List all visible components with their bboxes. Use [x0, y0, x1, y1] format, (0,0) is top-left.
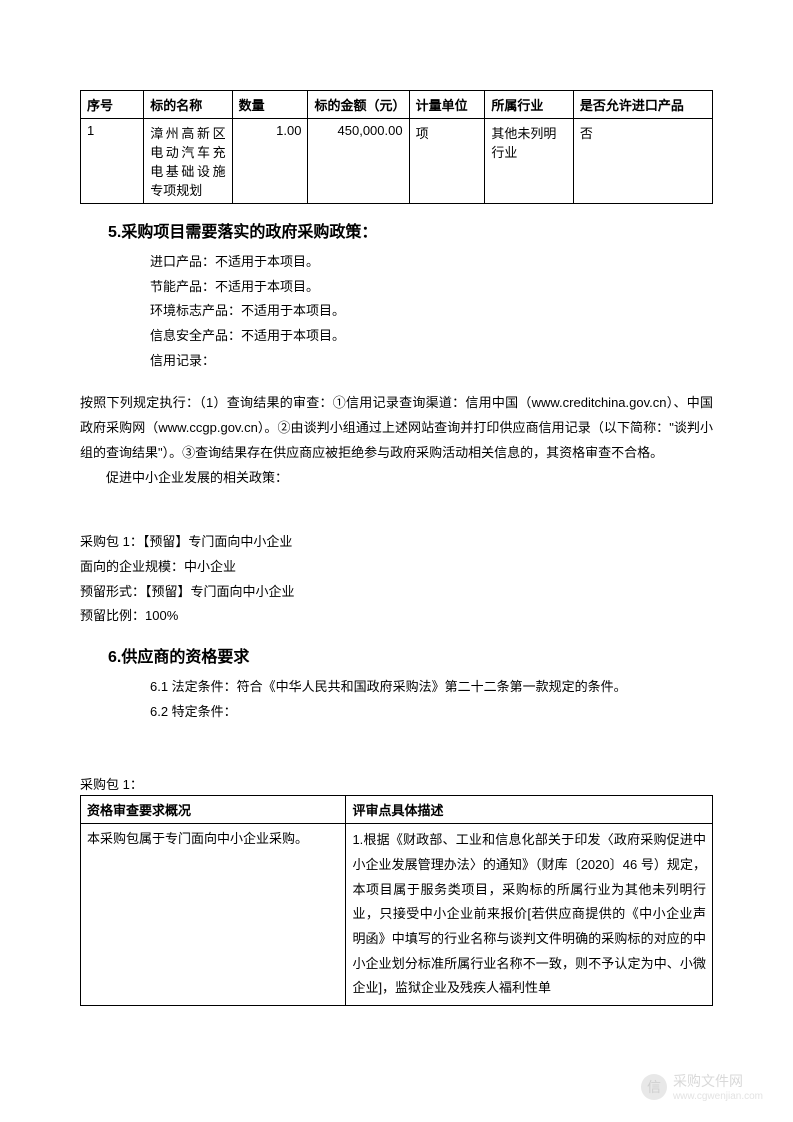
watermark-icon-text: 信 — [647, 1077, 661, 1097]
col-requirement: 资格审查要求概况 — [81, 796, 346, 824]
qual-item: 6.1 法定条件：符合《中华人民共和国政府采购法》第二十二条第一款规定的条件。 — [150, 675, 713, 700]
cell-unit: 项 — [409, 119, 485, 204]
cell-amount: 450,000.00 — [308, 119, 409, 204]
sme-line: 预留比例：100% — [80, 604, 713, 629]
cell-name: 漳州高新区电动汽车充电基础设施专项规划 — [144, 119, 232, 204]
section5-heading: 5.采购项目需要落实的政府采购政策： — [108, 218, 713, 242]
cell-requirement: 本采购包属于专门面向中小企业采购。 — [81, 824, 346, 1006]
watermark-main: 采购文件网 — [673, 1073, 743, 1089]
cell-import: 否 — [573, 119, 712, 204]
policy-item: 节能产品：不适用于本项目。 — [150, 275, 713, 300]
bid-items-table: 序号 标的名称 数量 标的金额（元） 计量单位 所属行业 是否允许进口产品 1 … — [80, 90, 713, 204]
credit-rules-text: 按照下列规定执行：（1）查询结果的审查：①信用记录查询渠道：信用中国（www.c… — [80, 391, 713, 465]
qualification-table: 资格审查要求概况 评审点具体描述 本采购包属于专门面向中小企业采购。 1.根据《… — [80, 795, 713, 1006]
watermark-text-block: 采购文件网 www.cgwenjian.com — [673, 1071, 763, 1102]
table-row: 1 漳州高新区电动汽车充电基础设施专项规划 1.00 450,000.00 项 … — [81, 119, 713, 204]
sme-line: 采购包 1：【预留】专门面向中小企业 — [80, 530, 713, 555]
sme-block: 采购包 1：【预留】专门面向中小企业 面向的企业规模：中小企业 预留形式：【预留… — [80, 530, 713, 629]
col-import: 是否允许进口产品 — [573, 91, 712, 119]
policy-item: 环境标志产品：不适用于本项目。 — [150, 299, 713, 324]
col-unit: 计量单位 — [409, 91, 485, 119]
policy-item: 信息安全产品：不适用于本项目。 — [150, 324, 713, 349]
sme-line: 预留形式：【预留】专门面向中小企业 — [80, 580, 713, 605]
policy-item: 进口产品：不适用于本项目。 — [150, 250, 713, 275]
col-seq: 序号 — [81, 91, 144, 119]
table-header-row: 资格审查要求概况 评审点具体描述 — [81, 796, 713, 824]
col-description: 评审点具体描述 — [346, 796, 713, 824]
watermark-icon: 信 — [641, 1074, 667, 1100]
section6-heading: 6.供应商的资格要求 — [108, 643, 713, 667]
policy-item: 信用记录： — [150, 349, 713, 374]
watermark-url: www.cgwenjian.com — [673, 1091, 763, 1102]
sme-line: 面向的企业规模：中小企业 — [80, 555, 713, 580]
table-row: 本采购包属于专门面向中小企业采购。 1.根据《财政部、工业和信息化部关于印发〈政… — [81, 824, 713, 1006]
cell-industry: 其他未列明行业 — [485, 119, 573, 204]
policy-list: 进口产品：不适用于本项目。 节能产品：不适用于本项目。 环境标志产品：不适用于本… — [150, 250, 713, 373]
col-name: 标的名称 — [144, 91, 232, 119]
table-header-row: 序号 标的名称 数量 标的金额（元） 计量单位 所属行业 是否允许进口产品 — [81, 91, 713, 119]
col-qty: 数量 — [232, 91, 308, 119]
sme-heading: 促进中小企业发展的相关政策： — [80, 466, 713, 491]
qualification-block: 6.1 法定条件：符合《中华人民共和国政府采购法》第二十二条第一款规定的条件。 … — [150, 675, 713, 724]
watermark: 信 采购文件网 www.cgwenjian.com — [641, 1071, 763, 1102]
cell-description: 1.根据《财政部、工业和信息化部关于印发〈政府采购促进中小企业发展管理办法〉的通… — [346, 824, 713, 1006]
package-label: 采购包 1： — [80, 774, 713, 793]
col-amount: 标的金额（元） — [308, 91, 409, 119]
col-industry: 所属行业 — [485, 91, 573, 119]
qual-item: 6.2 特定条件： — [150, 700, 713, 725]
cell-qty: 1.00 — [232, 119, 308, 204]
cell-seq: 1 — [81, 119, 144, 204]
